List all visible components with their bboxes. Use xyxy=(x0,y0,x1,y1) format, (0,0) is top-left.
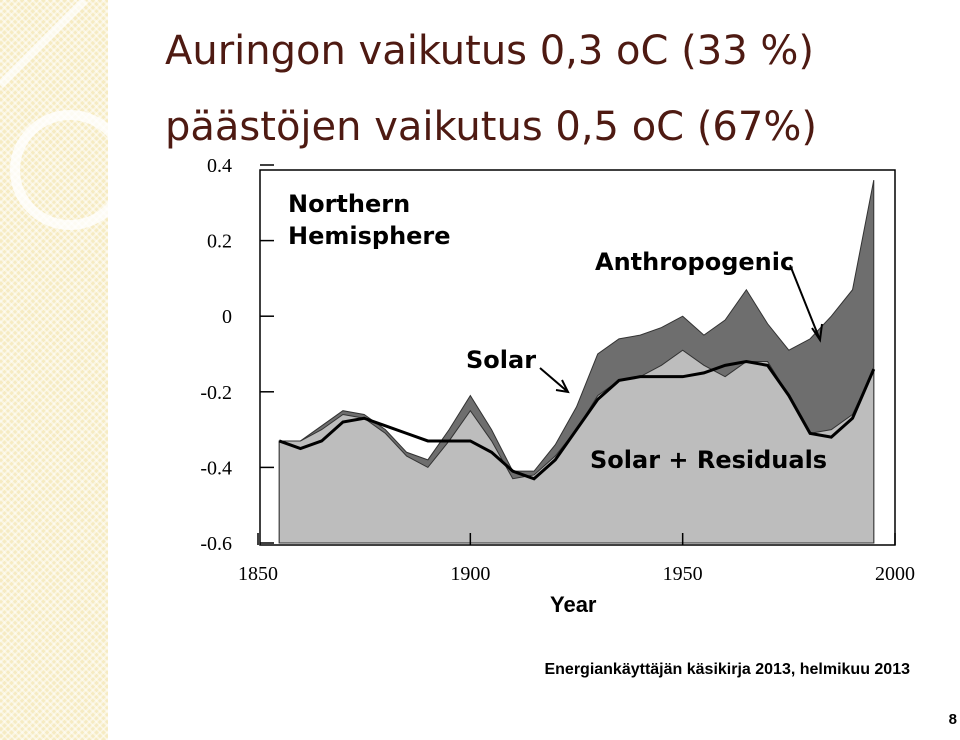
source: Energiankäyttäjän käsikirja 2013, helmik… xyxy=(544,661,910,678)
y-tick-label: 0.4 xyxy=(207,155,232,177)
title-line: päästöjen vaikutus 0,5 oC (67%) xyxy=(165,104,817,150)
annotation: Hemisphere xyxy=(288,222,451,250)
y-tick-label: -0.6 xyxy=(200,533,232,555)
y-tick-label: -0.4 xyxy=(200,457,232,479)
series-label: Anthropogenic xyxy=(595,248,794,276)
y-tick-label: 0 xyxy=(222,306,232,328)
series-label: Solar xyxy=(466,346,536,374)
annotation: Northern xyxy=(288,190,410,218)
x-tick-label: 1900 xyxy=(450,563,490,585)
arrow xyxy=(539,367,570,394)
page-number: 8 xyxy=(949,711,957,728)
x-tick-label: 1950 xyxy=(663,563,703,585)
x-tick-label: 2000 xyxy=(875,563,915,585)
x-tick-label: 1850 xyxy=(238,563,278,585)
decor-circle xyxy=(10,110,130,230)
x-axis-label: Year xyxy=(550,592,597,617)
arrow xyxy=(789,264,823,343)
y-tick-label: -0.2 xyxy=(200,382,232,404)
series-label: Solar + Residuals xyxy=(590,446,827,474)
title-line: Auringon vaikutus 0,3 oC (33 %) xyxy=(165,28,814,74)
y-tick-label: 0.2 xyxy=(207,231,232,253)
decor-line xyxy=(0,0,88,88)
line xyxy=(278,360,876,481)
